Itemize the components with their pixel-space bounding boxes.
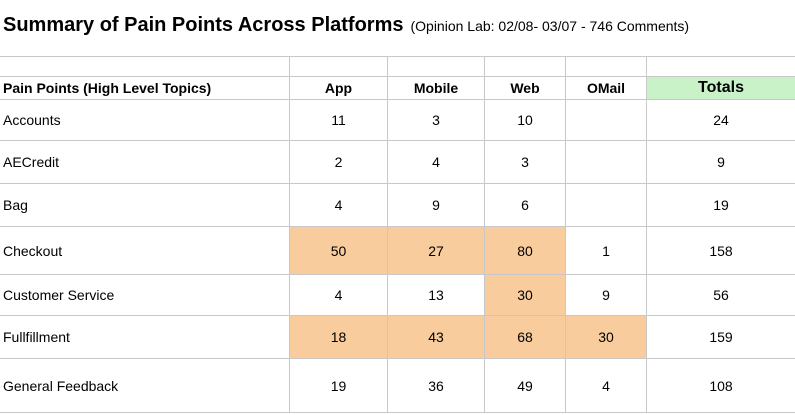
grid-line [484,56,485,412]
table-cell-web[interactable]: 49 [517,377,533,394]
table-cell-app[interactable]: 19 [330,377,347,394]
table-row-topic[interactable]: Accounts [3,112,61,128]
table-row-topic[interactable]: AECredit [3,154,60,170]
table-cell-total[interactable]: 24 [713,112,729,128]
table-cell-total[interactable]: 56 [713,287,729,303]
table-cell-mobile[interactable]: 13 [428,287,444,303]
grid-line [0,274,795,275]
table-cell-web[interactable]: 6 [521,197,529,213]
table-cell-total[interactable]: 158 [709,242,733,259]
grid-line [0,183,795,184]
grid-line [646,56,647,412]
grid-line [387,56,388,412]
grid-line [0,412,795,413]
sheet-subtitle[interactable]: (Opinion Lab: 02/08- 03/07 - 746 Comment… [410,18,690,34]
table-cell-web[interactable]: 68 [485,316,565,358]
table-cell-omail[interactable]: 9 [602,287,610,303]
table-cell-app[interactable]: 11 [331,112,346,128]
grid-line [289,56,290,412]
column-header-mobile[interactable]: Mobile [413,80,459,96]
table-cell-omail[interactable]: 4 [602,377,610,394]
table-cell-app[interactable]: 2 [334,154,343,170]
column-header-omail[interactable]: OMail [586,80,626,96]
table-cell-omail[interactable]: 30 [566,316,646,358]
column-header-topics[interactable]: Pain Points (High Level Topics) [3,80,212,96]
table-cell-web[interactable]: 10 [517,112,533,128]
table-cell-app[interactable]: 18 [290,316,387,358]
table-cell-total[interactable]: 9 [717,154,725,170]
table-cell-omail[interactable] [566,141,646,183]
column-header-web[interactable]: Web [510,80,540,96]
table-cell-mobile[interactable]: 27 [388,227,484,274]
table-cell-mobile[interactable]: 43 [388,316,484,358]
sheet-title[interactable]: Summary of Pain Points Across Platforms [3,14,404,36]
table-row-topic[interactable]: General Feedback [3,377,119,394]
grid-line [0,315,795,316]
table-row-topic[interactable]: Checkout [3,242,63,259]
grid-line [0,226,795,227]
table-cell-omail[interactable] [566,100,646,140]
table-row-topic[interactable]: Customer Service [3,287,115,303]
table-cell-web[interactable]: 30 [485,275,565,315]
table-cell-total[interactable]: 19 [713,197,729,213]
table-cell-omail[interactable]: 1 [602,242,610,259]
table-cell-web[interactable]: 3 [521,154,529,170]
table-cell-omail[interactable] [566,184,646,226]
table-cell-total[interactable]: 159 [709,329,733,345]
grid-line [0,76,795,77]
table-row-topic[interactable]: Bag [3,197,28,213]
grid-line [0,140,795,141]
table-cell-total[interactable]: 108 [709,377,733,394]
table-row-topic[interactable]: Fullfillment [3,329,70,345]
table-cell-mobile[interactable]: 3 [432,112,440,128]
table-cell-app[interactable]: 50 [290,227,387,274]
table-cell-app[interactable]: 4 [334,287,343,303]
table-cell-mobile[interactable]: 36 [428,377,444,394]
title-row: Summary of Pain Points Across Platforms … [3,14,689,44]
grid-line [565,56,566,412]
table-cell-web[interactable]: 80 [485,227,565,274]
grid-line [0,358,795,359]
column-header-totals[interactable]: Totals [647,77,795,99]
grid-line [0,56,795,57]
table-cell-app[interactable]: 4 [334,197,343,213]
column-header-app[interactable]: App [324,80,353,96]
table-cell-mobile[interactable]: 4 [432,154,440,170]
table-cell-mobile[interactable]: 9 [432,197,440,213]
grid-line [0,99,795,100]
